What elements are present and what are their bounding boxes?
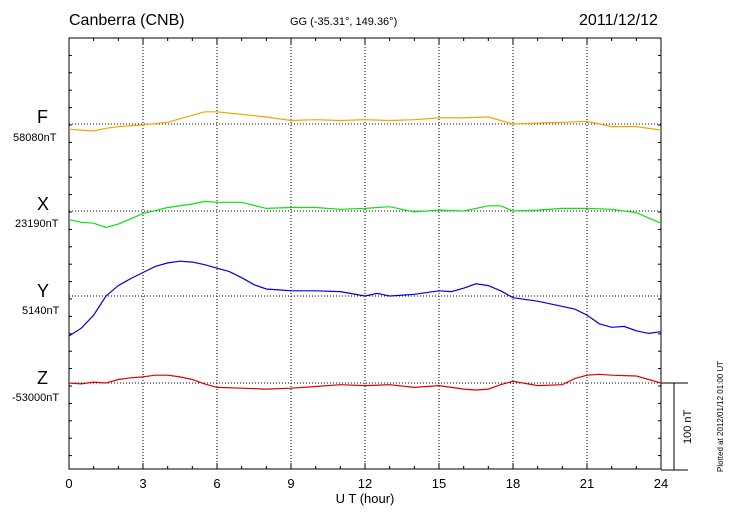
- series-lines: [68, 111, 662, 391]
- x-tick-label: 12: [357, 476, 373, 491]
- x-tick-label: 6: [213, 476, 221, 491]
- baseline-label-y: 5140nT: [22, 305, 60, 317]
- series-line-x: [68, 200, 662, 229]
- series-label-x: X: [37, 194, 50, 214]
- series-label-f: F: [37, 107, 48, 127]
- x-tick-label: 18: [505, 476, 521, 491]
- x-tick-label: 21: [579, 476, 595, 491]
- x-tick-label: 24: [653, 476, 669, 491]
- series-line-z: [68, 373, 662, 391]
- baseline-label-x: 23190nT: [15, 218, 59, 230]
- scale-bar: [661, 382, 688, 471]
- x-tick-label: 0: [65, 476, 73, 491]
- station-coordinates: GG (-35.31°, 149.36°): [290, 16, 398, 28]
- series-label-y: Y: [37, 281, 50, 301]
- x-tick-label: 9: [287, 476, 295, 491]
- grid-lines: [69, 38, 661, 469]
- plot-frame: [68, 37, 662, 470]
- plot-date: 2011/12/12: [579, 12, 658, 29]
- series-line-y: [68, 260, 662, 337]
- x-tick-label: 3: [139, 476, 147, 491]
- baseline-label-z: -53000nT: [12, 392, 60, 404]
- series-label-z: Z: [37, 368, 48, 388]
- station-title: Canberra (CNB): [69, 12, 185, 29]
- series-line-f: [68, 111, 662, 132]
- x-tick-label: 15: [431, 476, 447, 491]
- x-axis-label: U T (hour): [335, 491, 395, 506]
- plot-footnote: Plotted at 2012/01/12 01:00 UT: [716, 360, 725, 472]
- scale-bar-label: 100 nT: [682, 409, 694, 444]
- baseline-label-f: 58080nT: [13, 132, 57, 144]
